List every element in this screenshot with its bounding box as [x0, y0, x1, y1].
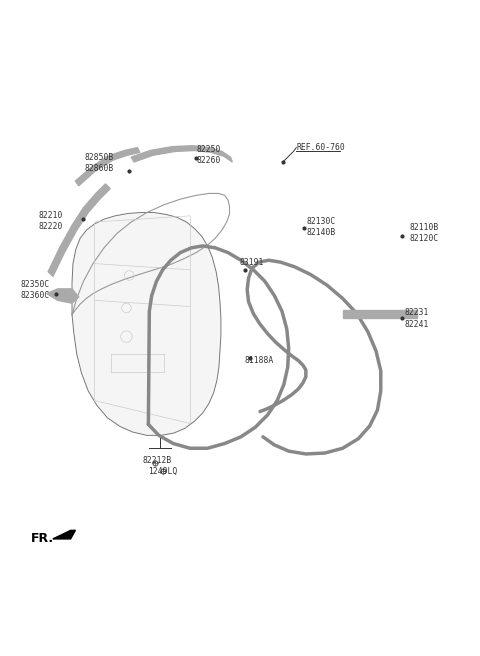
Polygon shape	[72, 213, 221, 436]
Polygon shape	[75, 148, 140, 186]
Polygon shape	[47, 289, 79, 303]
Polygon shape	[48, 184, 110, 276]
Text: 82110B
82120C: 82110B 82120C	[409, 222, 439, 243]
Text: 82130C
82140B: 82130C 82140B	[307, 216, 336, 237]
Text: 82250
82260: 82250 82260	[196, 145, 220, 165]
Text: 83191: 83191	[240, 258, 264, 266]
Text: 82231
82241: 82231 82241	[405, 308, 429, 329]
Polygon shape	[53, 530, 75, 539]
Text: 1249LQ: 1249LQ	[148, 466, 178, 476]
Polygon shape	[131, 146, 232, 162]
Text: 82212B: 82212B	[142, 456, 171, 465]
Polygon shape	[53, 530, 75, 539]
Text: 82350C
82360C: 82350C 82360C	[21, 279, 50, 300]
Text: 81188A: 81188A	[245, 356, 274, 365]
Text: 82210
82220: 82210 82220	[38, 211, 63, 231]
Text: FR.: FR.	[31, 533, 54, 545]
Polygon shape	[343, 310, 417, 318]
Text: REF.60-760: REF.60-760	[296, 143, 345, 152]
Text: 82850B
82860B: 82850B 82860B	[85, 154, 114, 173]
